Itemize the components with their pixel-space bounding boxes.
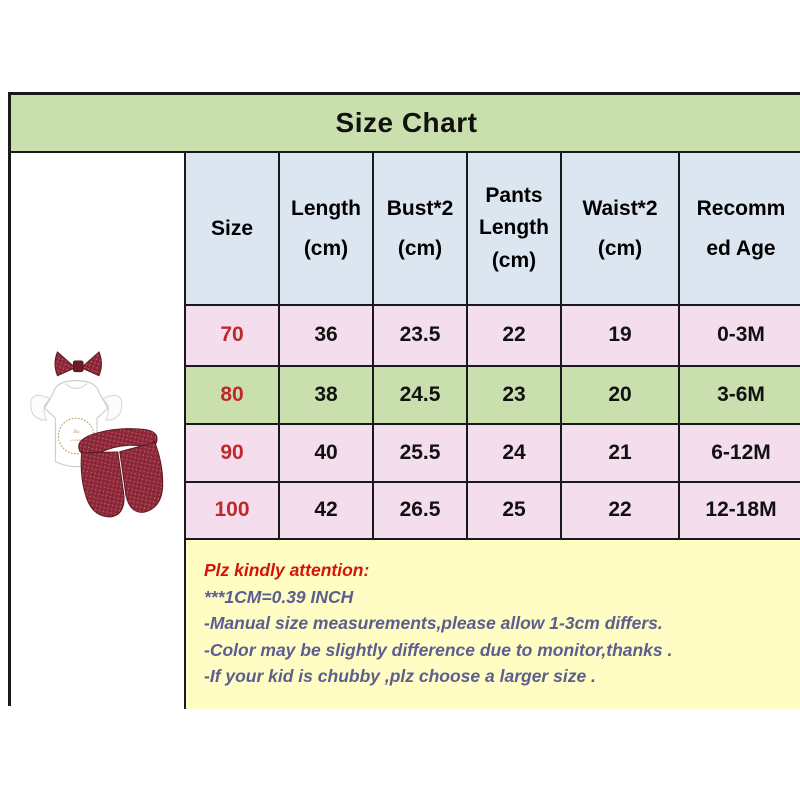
svg-text:Sis: Sis: [73, 429, 79, 435]
